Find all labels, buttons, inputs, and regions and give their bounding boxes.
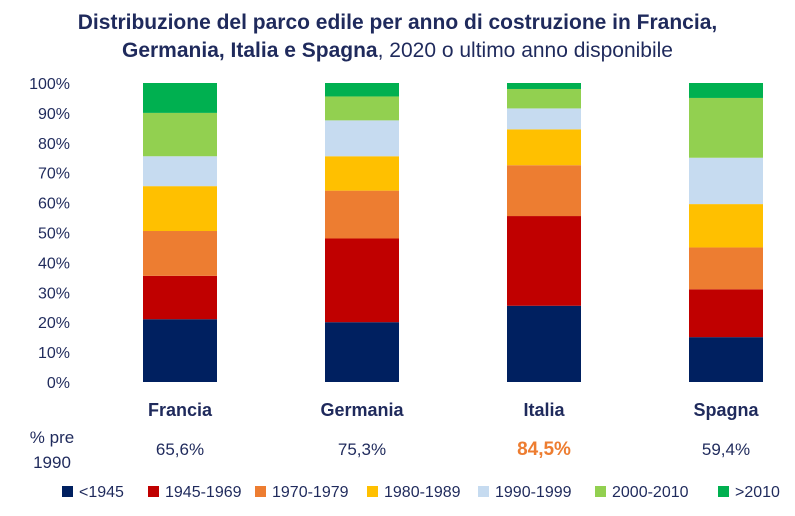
legend-label-gt-2010: >2010 <box>735 484 780 501</box>
pct-row-label-line-2: 1990 <box>33 453 71 472</box>
bar-segment-germania-lt-1945 <box>325 322 399 382</box>
x-tick-label: Germania <box>320 400 404 420</box>
bar-segment-francia-gt-2010 <box>143 83 217 113</box>
y-tick-label: 20% <box>38 315 70 332</box>
bar-segment-francia-1970-1979 <box>143 231 217 276</box>
y-tick-label: 90% <box>38 106 70 123</box>
y-tick-label: 100% <box>29 76 70 93</box>
bar-segment-spagna-1945-1969 <box>689 289 763 338</box>
legend-label-1945-1969: 1945-1969 <box>165 484 242 501</box>
bar-segment-germania-1980-1989 <box>325 156 399 191</box>
bar-segment-italia-1990-1999 <box>507 108 581 130</box>
bar-segment-spagna-1970-1979 <box>689 247 763 290</box>
legend-label-lt-1945: <1945 <box>79 484 124 501</box>
legend-swatch-lt-1945 <box>62 486 73 497</box>
y-tick-label: 30% <box>38 285 70 302</box>
bars-group <box>143 83 763 382</box>
legend-swatch-1970-1979 <box>255 486 266 497</box>
pct-pre-1990-value: 75,3% <box>338 440 386 459</box>
bar-segment-italia-gt-2010 <box>507 83 581 89</box>
y-tick-label: 40% <box>38 255 70 272</box>
legend-swatch-2000-2010 <box>595 486 606 497</box>
chart-title-year: , 2020 o ultimo anno disponibile <box>377 39 673 62</box>
bar-segment-italia-1980-1989 <box>507 129 581 166</box>
pct-pre-1990-value: 65,6% <box>156 440 204 459</box>
bar-segment-spagna-1980-1989 <box>689 204 763 248</box>
bar-segment-francia-2000-2010 <box>143 112 217 157</box>
pct-pre-1990-value: 59,4% <box>702 440 750 459</box>
y-tick-label: 50% <box>38 226 70 243</box>
y-tick-label: 0% <box>47 375 70 392</box>
bar-segment-italia-1970-1979 <box>507 165 581 217</box>
pct-pre-1990-value: 84,5% <box>517 439 571 460</box>
legend-label-1970-1979: 1970-1979 <box>272 484 349 501</box>
bar-segment-francia-1945-1969 <box>143 275 217 320</box>
bar-segment-italia-1945-1969 <box>507 216 581 306</box>
legend-label-2000-2010: 2000-2010 <box>612 484 689 501</box>
bar-segment-francia-1980-1989 <box>143 186 217 232</box>
bar-segment-italia-lt-1945 <box>507 305 581 382</box>
chart-title-line-1: Distribuzione del parco edile per anno d… <box>77 11 718 34</box>
legend-swatch-gt-2010 <box>718 486 729 497</box>
y-tick-label: 80% <box>38 136 70 153</box>
bar-segment-spagna-2000-2010 <box>689 97 763 158</box>
legend-label-1990-1999: 1990-1999 <box>495 484 572 501</box>
y-tick-label: 70% <box>38 166 70 183</box>
legend: <1945 1945-1969 1970-1979 1980-1989 1990-199… <box>62 484 780 501</box>
bar-segment-germania-gt-2010 <box>325 83 399 97</box>
bar-segment-francia-lt-1945 <box>143 319 217 382</box>
y-axis: 0% 10% 20% 30% 40% 50% 60% 70% 80% 90% 100% <box>29 76 70 392</box>
bar-segment-germania-2000-2010 <box>325 96 399 121</box>
legend-swatch-1980-1989 <box>367 486 378 497</box>
bar-segment-francia-1990-1999 <box>143 156 217 187</box>
bar-segment-germania-1990-1999 <box>325 120 399 157</box>
pct-pre-1990-row: % pre 1990 65,6% 75,3% 84,5% 59,4% <box>30 428 750 472</box>
y-tick-label: 10% <box>38 345 70 362</box>
y-tick-label: 60% <box>38 196 70 213</box>
bar-segment-spagna-lt-1945 <box>689 337 763 382</box>
bar-segment-spagna-gt-2010 <box>689 83 763 98</box>
x-tick-label: Francia <box>148 400 213 420</box>
bar-segment-germania-1945-1969 <box>325 238 399 323</box>
x-axis-labels: Francia Germania Italia Spagna <box>148 400 760 420</box>
bar-segment-spagna-1990-1999 <box>689 157 763 205</box>
bar-segment-germania-1970-1979 <box>325 190 399 239</box>
x-tick-label: Italia <box>523 400 565 420</box>
pct-row-label-line-1: % pre <box>30 428 74 447</box>
legend-swatch-1990-1999 <box>478 486 489 497</box>
chart-title-countries: Germania, Italia e Spagna <box>122 39 378 62</box>
legend-label-1980-1989: 1980-1989 <box>384 484 461 501</box>
chart-title-line-2: Germania, Italia e Spagna, 2020 o ultimo… <box>0 38 795 64</box>
bar-segment-italia-2000-2010 <box>507 88 581 109</box>
x-tick-label: Spagna <box>693 400 759 420</box>
legend-swatch-1945-1969 <box>148 486 159 497</box>
